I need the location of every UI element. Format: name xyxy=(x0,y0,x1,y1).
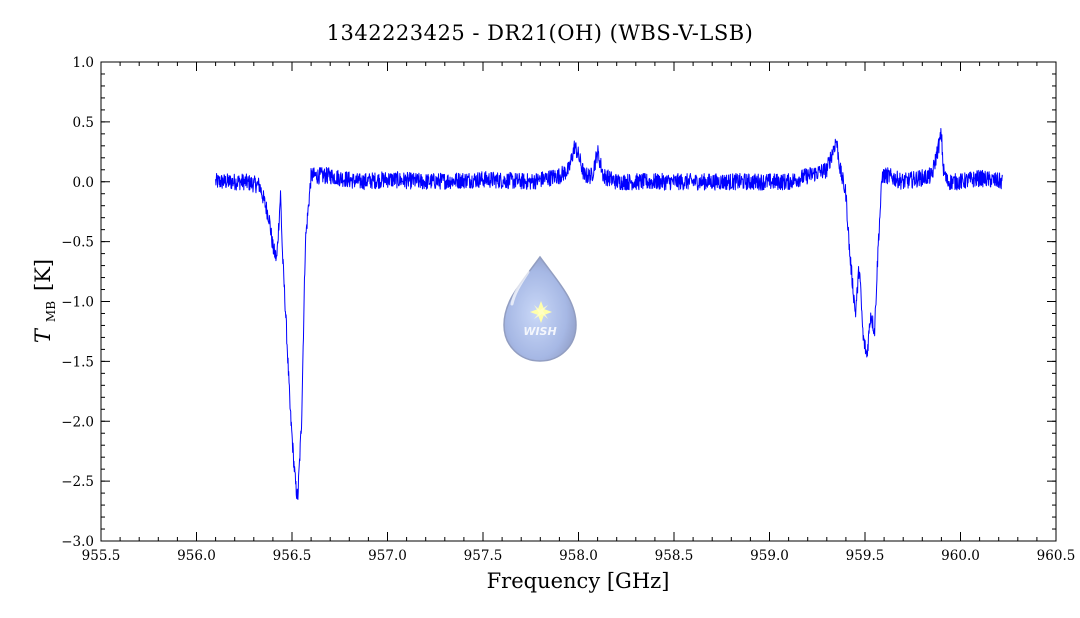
x-tick-label: 956.5 xyxy=(273,548,312,564)
chart-title: 1342223425 - DR21(OH) (WBS-V-LSB) xyxy=(327,21,754,45)
svg-text:T MB [K]: T MB [K] xyxy=(31,259,59,343)
y-tick-label: −2.5 xyxy=(61,474,94,490)
x-tick-label: 955.5 xyxy=(82,548,121,564)
y-axis-label: T MB [K] xyxy=(31,259,59,343)
x-axis-label: Frequency [GHz] xyxy=(487,569,670,593)
y-axis-label-sub: MB xyxy=(44,301,58,322)
y-tick-label: 0.5 xyxy=(73,115,94,131)
wish-watermark-logo: WISH xyxy=(503,255,577,362)
y-tick-label: −1.0 xyxy=(61,295,94,311)
watermark-label: WISH xyxy=(523,325,556,338)
ticks-layer: 955.5 956.0 956.5 957.0 957.5 958.0 958.5 959.0… xyxy=(61,55,1075,564)
y-tick-label: 1.0 xyxy=(73,55,94,71)
plot-frame xyxy=(100,61,1057,542)
y-tick-label: −0.5 xyxy=(61,235,94,251)
x-tick-label: 957.0 xyxy=(368,548,407,564)
star-icon xyxy=(530,301,552,323)
y-tick-label: 0.0 xyxy=(73,175,94,191)
y-axis-label-unit: [K] xyxy=(31,259,55,291)
x-tick-label: 959.5 xyxy=(846,548,885,564)
x-tick-label: 957.5 xyxy=(464,548,503,564)
x-tick-label: 960.0 xyxy=(941,548,980,564)
y-tick-label: −3.0 xyxy=(61,534,94,550)
x-tick-label: 956.0 xyxy=(177,548,216,564)
x-tick-label: 959.0 xyxy=(750,548,789,564)
x-tick-label: 960.5 xyxy=(1037,548,1076,564)
y-axis-label-main: T xyxy=(31,327,55,343)
x-tick-label: 958.5 xyxy=(655,548,694,564)
series-layer xyxy=(215,128,1003,501)
y-tick-label: −2.0 xyxy=(61,414,94,430)
x-tick-label: 958.0 xyxy=(559,548,598,564)
y-tick-label: −1.5 xyxy=(61,354,94,370)
spectrum-series-line xyxy=(215,128,1003,501)
